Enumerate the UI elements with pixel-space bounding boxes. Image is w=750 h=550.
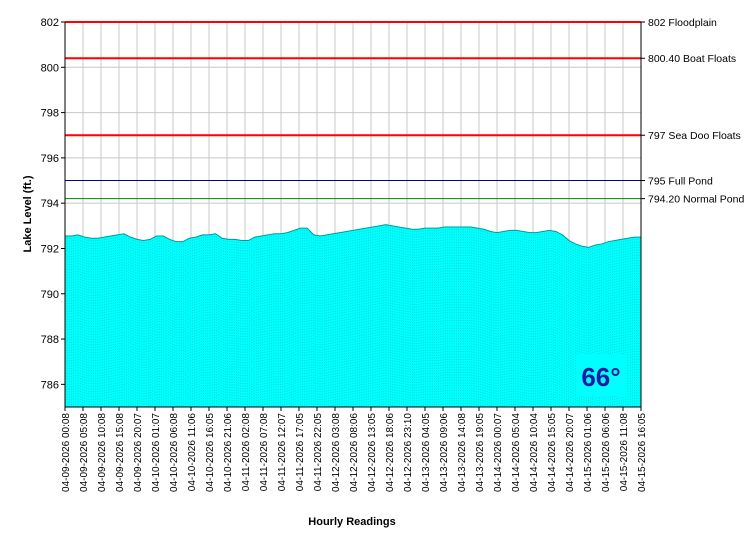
x-tick-label: 04-15-2026 11:08 <box>619 413 630 492</box>
reference-label: 795 Full Pond <box>648 176 713 188</box>
x-tick-label: 04-10-2026 16:05 <box>205 413 216 492</box>
reference-label: 797 Sea Doo Floats <box>648 130 741 142</box>
y-tick-label: 794 <box>41 198 59 210</box>
reference-label: 802 Floodplain <box>648 17 717 29</box>
x-tick-label: 04-14-2026 20:07 <box>565 413 576 492</box>
x-tick-label: 04-09-2026 05:08 <box>79 413 90 492</box>
x-tick-label: 04-15-2026 06:06 <box>601 413 612 492</box>
x-tick-label: 04-12-2026 03:08 <box>331 413 342 492</box>
x-tick-label: 04-14-2026 15:05 <box>547 413 558 492</box>
x-tick-label: 04-11-2026 22:05 <box>313 413 324 492</box>
x-tick-label: 04-11-2026 12:07 <box>277 413 288 492</box>
lake-level-line <box>65 224 641 248</box>
x-tick-label: 04-10-2026 06:08 <box>169 413 180 492</box>
x-tick-label: 04-09-2026 20:07 <box>133 413 144 492</box>
temperature-badge: 66° <box>576 354 626 396</box>
x-tick-label: 04-14-2026 05:04 <box>511 413 522 492</box>
x-tick-label: 04-15-2026 01:06 <box>583 413 594 492</box>
y-axis-title: Lake Level (ft.) <box>22 175 34 252</box>
x-tick-label: 04-10-2026 11:06 <box>187 413 198 492</box>
x-tick-label: 04-12-2026 18:06 <box>385 413 396 492</box>
x-tick-label: 04-13-2026 19:05 <box>475 413 486 492</box>
y-tick-label: 800 <box>41 62 59 74</box>
x-tick-label: 04-12-2026 13:05 <box>367 413 378 492</box>
x-tick-label: 04-10-2026 01:07 <box>151 413 162 492</box>
x-tick-label: 04-09-2026 15:08 <box>115 413 126 492</box>
x-axis-title: Hourly Readings <box>308 516 395 528</box>
area-series <box>65 224 641 407</box>
y-tick-label: 790 <box>41 289 59 301</box>
reference-label: 800.40 Boat Floats <box>648 53 736 65</box>
y-tick-label: 788 <box>41 334 59 346</box>
x-tick-label: 04-12-2026 23:10 <box>403 413 414 492</box>
x-axis-ticks: 04-09-2026 00:08 04-09-2026 05:08 04-09-20… <box>61 407 648 492</box>
x-tick-label: 04-10-2026 21:06 <box>223 413 234 492</box>
reference-label: 794.20 Normal Pond <box>648 194 744 206</box>
y-tick-label: 786 <box>41 379 59 391</box>
y-tick-label: 802 <box>41 17 59 29</box>
x-tick-label: 04-14-2026 10:04 <box>529 413 540 492</box>
y-tick-label: 796 <box>41 153 59 165</box>
y-tick-label: 798 <box>41 108 59 120</box>
x-tick-label: 04-11-2026 07:08 <box>259 413 270 492</box>
reference-lines: 802 Floodplain 800.40 Boat Floats 797 Sea … <box>65 17 744 206</box>
x-tick-label: 04-13-2026 09:06 <box>439 413 450 492</box>
y-axis-ticks: 786 788 790 792 794 796 798 800 802 <box>41 17 65 391</box>
x-tick-label: 04-11-2026 17:05 <box>295 413 306 492</box>
x-tick-label: 04-13-2026 14:08 <box>457 413 468 492</box>
x-tick-label: 04-09-2026 00:08 <box>61 413 72 492</box>
x-tick-label: 04-11-2026 02:08 <box>241 413 252 492</box>
y-tick-label: 792 <box>41 243 59 255</box>
x-tick-label: 04-12-2026 08:06 <box>349 413 360 492</box>
x-tick-label: 04-15-2026 16:05 <box>637 413 648 492</box>
x-tick-label: 04-14-2026 00:07 <box>493 413 504 492</box>
x-tick-label: 04-09-2026 10:08 <box>97 413 108 492</box>
x-tick-label: 04-13-2026 04:05 <box>421 413 432 492</box>
